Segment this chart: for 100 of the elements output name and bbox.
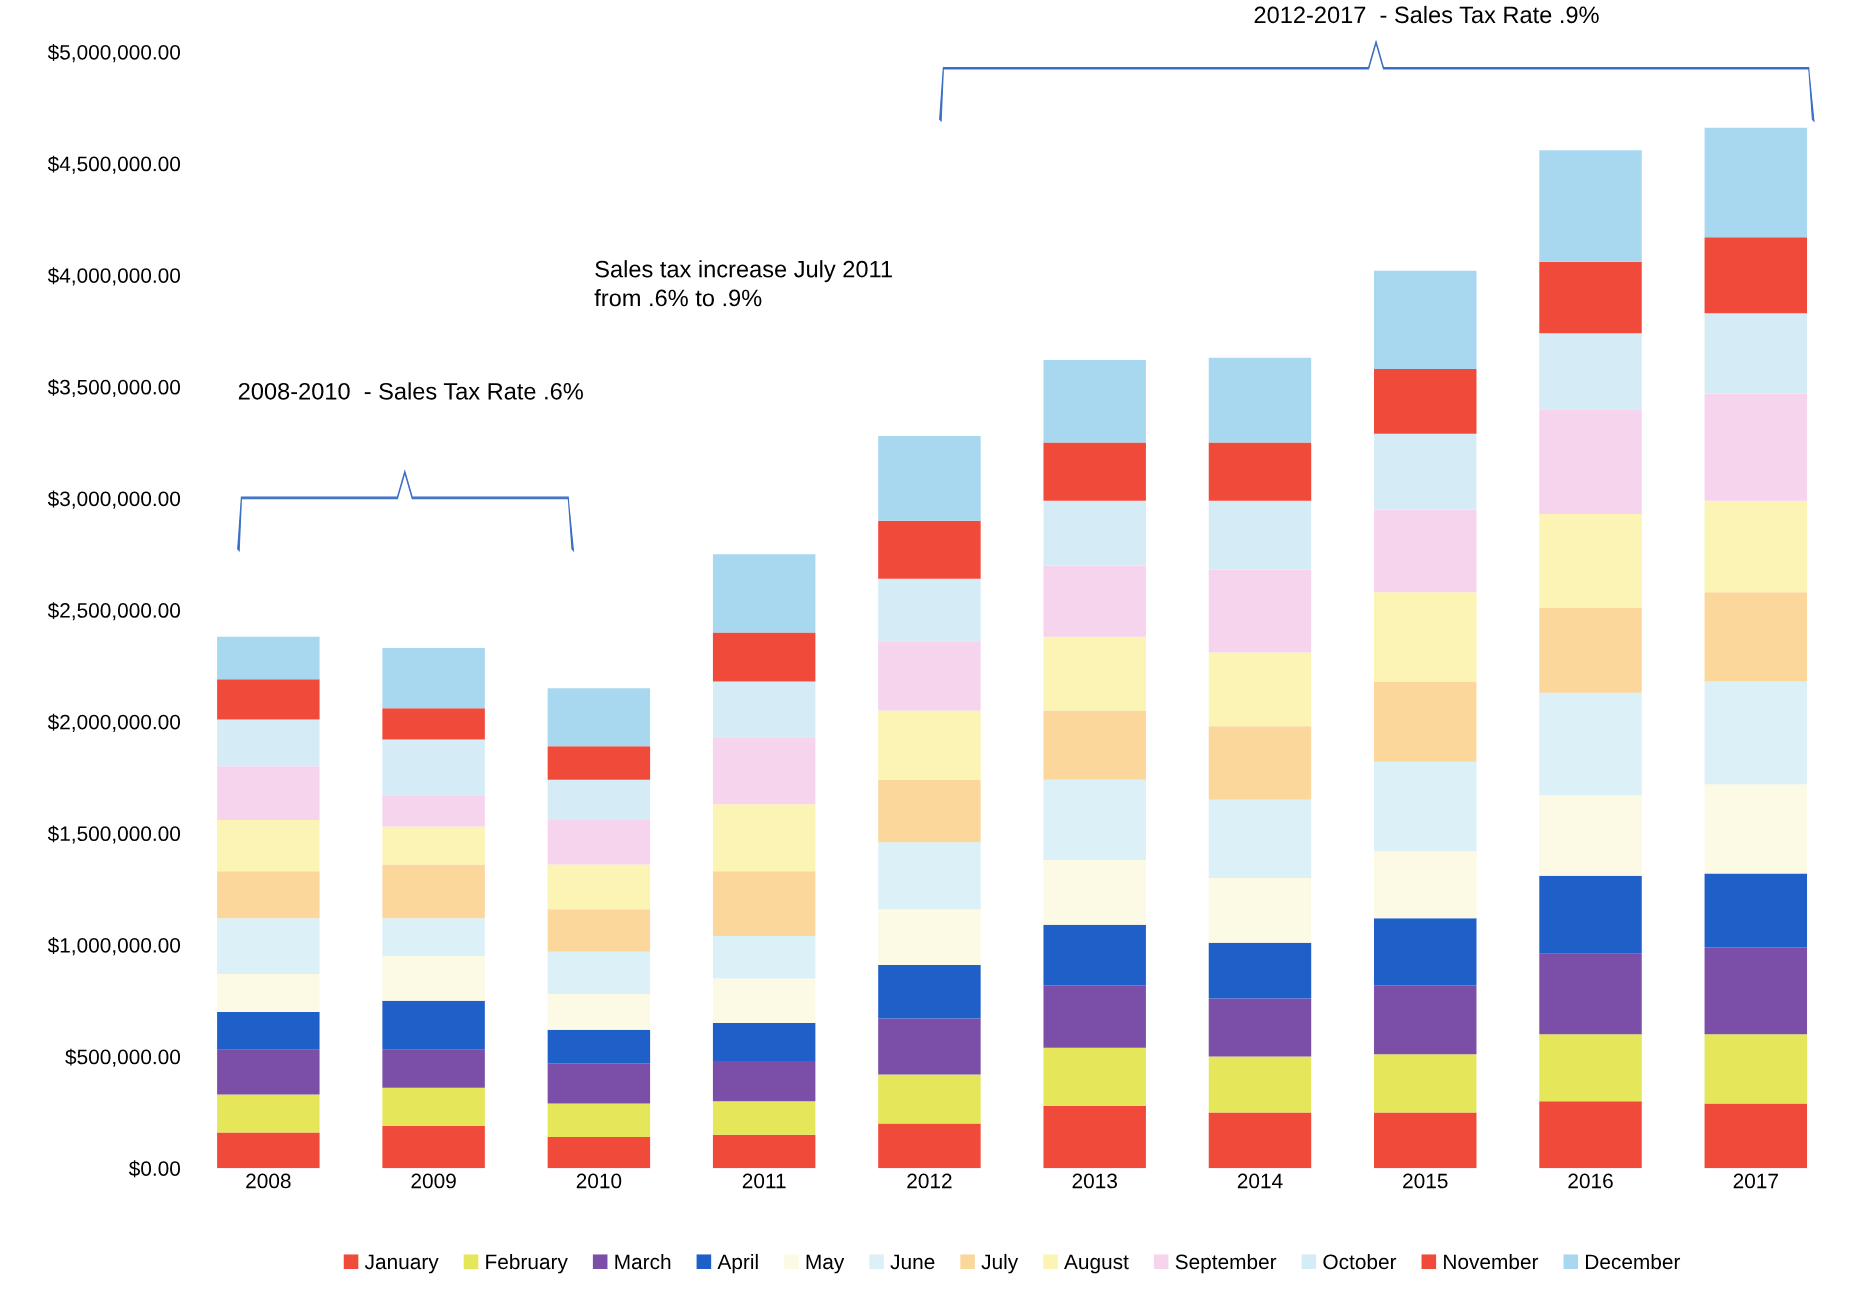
bar	[1374, 1054, 1477, 1113]
bar	[1704, 237, 1808, 314]
bar	[1704, 592, 1808, 682]
bar	[547, 688, 651, 747]
bar	[1043, 636, 1146, 711]
bar	[712, 1101, 816, 1135]
bar	[217, 679, 320, 720]
bar	[1043, 1105, 1146, 1169]
bar	[878, 710, 981, 780]
bar	[1539, 150, 1642, 262]
bar	[382, 708, 485, 740]
bar	[382, 739, 485, 796]
bar	[1208, 357, 1312, 443]
y-tick-label: $500,000.00	[65, 1048, 181, 1067]
bar	[1374, 681, 1477, 762]
bar	[1539, 514, 1642, 608]
bar	[712, 936, 816, 979]
bar	[1374, 592, 1477, 682]
bar	[1704, 873, 1808, 948]
bar	[1374, 851, 1477, 919]
legend-label: February	[486, 1253, 568, 1274]
y-tick-label: $2,000,000.00	[47, 713, 181, 732]
bar	[1208, 1056, 1312, 1113]
bar	[1704, 127, 1808, 238]
bar	[1539, 953, 1642, 1035]
bar	[1539, 607, 1642, 693]
bar	[712, 554, 816, 633]
y-tick-label: $3,000,000.00	[47, 490, 181, 509]
bar	[1208, 998, 1312, 1057]
bar	[878, 1018, 981, 1075]
legend-label: December	[1586, 1253, 1681, 1270]
bar	[382, 956, 485, 1001]
legend-label: August	[1064, 1254, 1129, 1274]
legend-label: May	[806, 1254, 845, 1274]
bar	[547, 951, 651, 995]
bar	[382, 1125, 485, 1169]
bar	[1704, 784, 1808, 874]
y-tick-label: $1,500,000.00	[47, 825, 181, 844]
bar	[382, 1000, 485, 1050]
bar	[1043, 779, 1146, 861]
bar	[712, 871, 816, 937]
bar	[382, 648, 485, 709]
x-tick-label: 2008	[246, 1173, 291, 1189]
bar	[1704, 1103, 1808, 1169]
bar	[878, 779, 981, 843]
legend-label: January	[364, 1254, 439, 1274]
bar	[382, 918, 485, 957]
bar	[217, 918, 320, 974]
bar	[547, 909, 651, 952]
x-tick-label: 2010	[576, 1173, 622, 1189]
bar	[1539, 1101, 1642, 1169]
bar	[217, 1049, 320, 1095]
legend-label: September	[1175, 1253, 1277, 1274]
bar	[1374, 509, 1477, 593]
annotation: Sales tax increase July 2011 from .6% to .9%	[594, 260, 892, 307]
bar	[382, 1087, 485, 1126]
y-tick-label: $1,000,000.00	[47, 937, 181, 956]
bar	[712, 681, 816, 738]
bar	[1208, 1112, 1312, 1169]
bar	[547, 779, 651, 820]
bar	[1704, 500, 1808, 593]
bar	[712, 737, 816, 805]
bar	[878, 1123, 981, 1169]
annotation: 2008-2010 - Sales Tax Rate .6%	[238, 382, 583, 400]
bar	[712, 804, 816, 872]
bar	[1374, 918, 1477, 986]
bar	[1704, 393, 1808, 501]
bar	[547, 994, 651, 1030]
y-tick-label: $4,000,000.00	[47, 267, 181, 286]
bar	[1208, 442, 1312, 501]
bar	[1539, 409, 1642, 515]
bar	[1043, 985, 1146, 1048]
bar	[878, 965, 981, 1019]
y-tick-label: $0.00	[128, 1160, 181, 1178]
legend-label: April	[717, 1253, 758, 1274]
legend-label: June	[890, 1254, 935, 1270]
bar	[1043, 710, 1146, 780]
bar	[1539, 875, 1642, 954]
bar	[1043, 360, 1146, 443]
bar	[1704, 947, 1808, 1035]
x-tick-label: 2017	[1733, 1173, 1778, 1189]
bar	[1208, 500, 1312, 570]
bar	[878, 842, 981, 910]
bar	[1539, 692, 1642, 796]
bar	[1539, 333, 1642, 410]
bar	[1208, 569, 1312, 653]
bar	[1539, 261, 1642, 334]
bar	[1043, 860, 1146, 925]
legend-label: October	[1323, 1253, 1397, 1270]
bar	[1539, 1034, 1642, 1102]
bar	[547, 1103, 651, 1137]
y-tick-label: $2,500,000.00	[47, 602, 181, 621]
bar	[712, 632, 816, 682]
bar	[547, 864, 651, 910]
bar	[547, 1029, 651, 1064]
bar	[1208, 726, 1312, 800]
bar	[217, 1132, 320, 1169]
y-tick-label: $3,500,000.00	[47, 378, 181, 398]
bar	[217, 766, 320, 820]
bar	[1208, 942, 1312, 999]
